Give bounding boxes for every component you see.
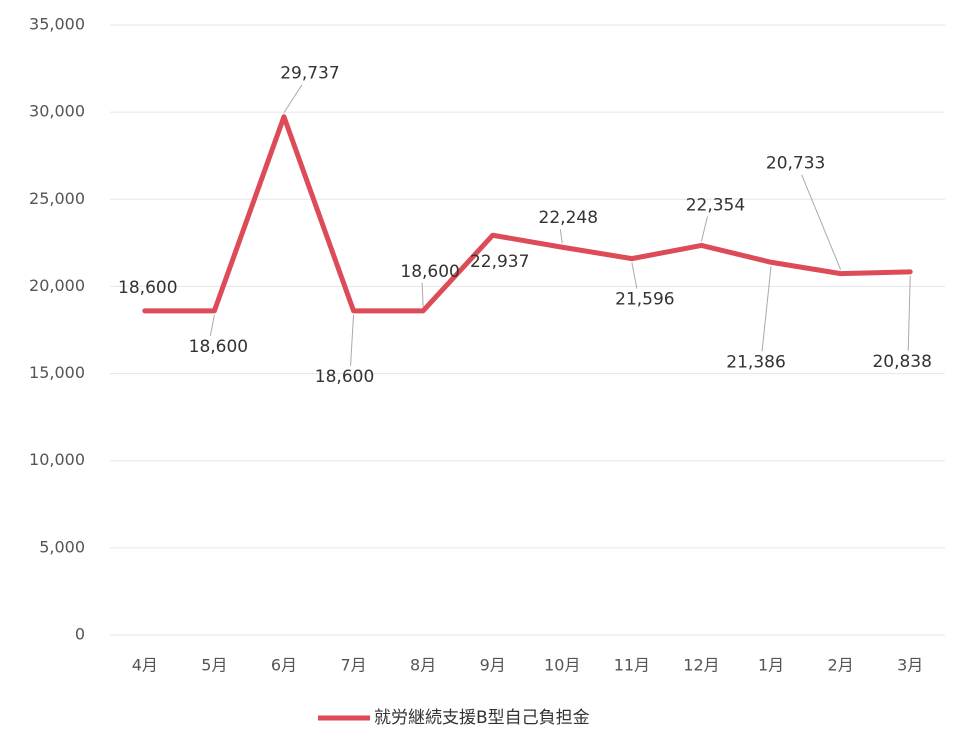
y-tick-label: 0	[75, 625, 85, 644]
y-tick-label: 20,000	[29, 276, 85, 295]
x-tick-label: 11月	[614, 656, 650, 675]
data-label: 22,937	[470, 252, 529, 272]
leader-line	[350, 314, 355, 366]
data-label: 21,596	[615, 290, 674, 310]
leader-line	[907, 275, 911, 351]
x-tick-label: 1月	[758, 656, 784, 675]
x-tick-label: 3月	[897, 656, 923, 675]
data-label: 18,600	[189, 337, 248, 357]
x-tick-label: 10月	[544, 656, 580, 675]
data-line	[142, 114, 913, 314]
x-tick-label: 5月	[201, 656, 227, 675]
data-label: 22,248	[539, 208, 598, 228]
leader-line	[421, 282, 424, 307]
legend-label: 就労継続支援B型自己負担金	[374, 708, 590, 728]
data-label: 22,354	[686, 195, 745, 215]
x-tick-label: 7月	[340, 656, 366, 675]
data-label: 18,600	[315, 367, 374, 387]
x-tick-label: 6月	[271, 656, 297, 675]
y-tick-label: 35,000	[29, 15, 85, 34]
leader-line	[559, 229, 563, 244]
data-label: 20,733	[766, 154, 825, 174]
data-label: 18,600	[118, 278, 177, 298]
leader-line	[700, 216, 708, 242]
x-tick-label: 4月	[132, 656, 158, 675]
x-tick-label: 2月	[828, 656, 854, 675]
data-label: 29,737	[280, 64, 339, 84]
x-tick-label: 12月	[683, 656, 719, 675]
data-label: 18,600	[400, 262, 459, 282]
data-label: 20,838	[872, 352, 931, 372]
leader-line	[283, 84, 303, 113]
leader-line	[801, 174, 842, 270]
leader-line	[761, 266, 772, 352]
y-tick-label: 30,000	[29, 102, 85, 121]
y-tick-label: 15,000	[29, 363, 85, 382]
x-tick-label: 8月	[410, 656, 436, 675]
x-tick-label: 9月	[480, 656, 506, 675]
data-label: 21,386	[726, 352, 785, 372]
y-tick-label: 10,000	[29, 450, 85, 469]
leader-line	[209, 314, 215, 336]
y-tick-label: 5,000	[39, 537, 85, 556]
leader-line	[631, 262, 638, 289]
y-tick-label: 25,000	[29, 189, 85, 208]
